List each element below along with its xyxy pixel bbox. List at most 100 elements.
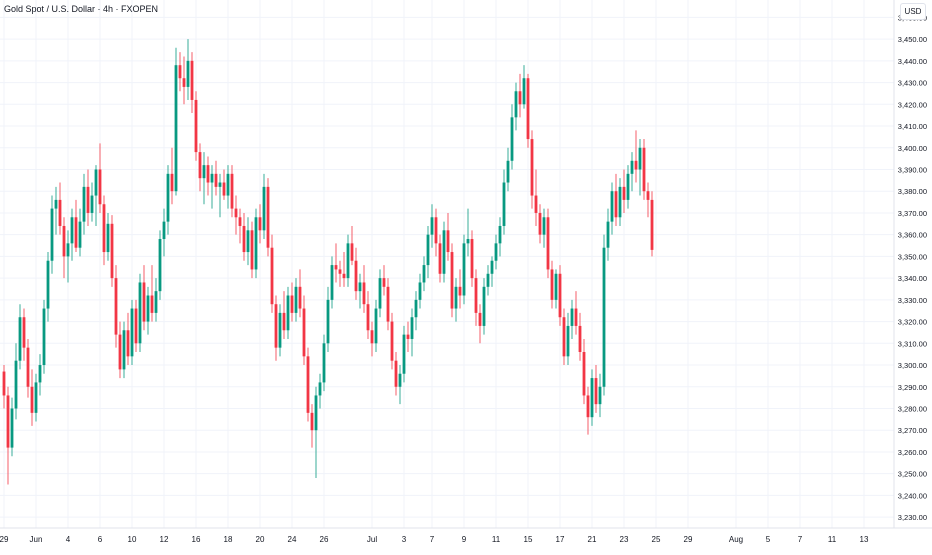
candle	[322, 334, 326, 392]
candle	[490, 256, 494, 287]
candle-body	[186, 60, 190, 87]
candle-body	[234, 208, 238, 218]
candle	[298, 269, 302, 318]
candle	[338, 260, 342, 287]
candle	[66, 230, 70, 283]
candle	[266, 178, 270, 257]
candle	[454, 278, 458, 322]
candle-body	[570, 308, 574, 326]
time-tick-label: 7	[798, 535, 803, 544]
candle-body	[606, 221, 610, 248]
candle	[458, 269, 462, 309]
price-tick-label: 3,410.00	[898, 122, 927, 131]
candle	[318, 373, 322, 409]
candle	[630, 152, 634, 192]
candle-body	[222, 182, 226, 196]
candle	[314, 386, 318, 479]
candle-body	[210, 173, 214, 183]
candle	[50, 195, 54, 274]
candle	[626, 165, 630, 209]
candle	[330, 256, 334, 309]
candle	[582, 338, 586, 405]
candle	[162, 208, 166, 257]
candle	[346, 234, 350, 287]
candle	[350, 225, 354, 266]
price-tick-label: 3,440.00	[898, 57, 927, 66]
candle-body	[486, 273, 490, 287]
candle	[294, 278, 298, 322]
time-tick-label: 4	[66, 535, 71, 544]
candle-body	[554, 273, 558, 300]
candle-body	[550, 269, 554, 300]
time-tick-label: 26	[320, 535, 329, 544]
price-tick-label: 3,350.00	[898, 252, 927, 261]
time-tick-label: 25	[652, 535, 661, 544]
candle	[610, 182, 614, 235]
candle	[590, 369, 594, 426]
candle-body	[578, 325, 582, 352]
candle-body	[54, 199, 58, 209]
candle	[602, 234, 606, 396]
candle	[598, 373, 602, 418]
candle-body	[150, 295, 154, 313]
candle-body	[610, 191, 614, 222]
candle-body	[414, 299, 418, 318]
candle-body	[370, 330, 374, 344]
candle-body	[214, 173, 218, 187]
time-tick-label: 11	[492, 535, 501, 544]
candle	[642, 139, 646, 200]
candle	[606, 208, 610, 261]
candle-body	[310, 412, 314, 431]
candle-body	[138, 282, 142, 344]
candle-body	[26, 347, 30, 387]
time-tick-label: 24	[288, 535, 297, 544]
candle	[150, 265, 154, 322]
candle	[402, 325, 406, 383]
candle-body	[142, 282, 146, 322]
candle	[10, 397, 14, 457]
candle	[562, 308, 566, 366]
candle-body	[182, 78, 186, 87]
candle-body	[298, 286, 302, 309]
candle-body	[430, 217, 434, 235]
candle	[238, 208, 242, 244]
candle	[114, 265, 118, 348]
candle	[414, 291, 418, 331]
candle-body	[178, 65, 182, 79]
candle-body	[154, 291, 158, 313]
candle-body	[378, 278, 382, 309]
candle	[22, 308, 26, 361]
candle-body	[454, 286, 458, 309]
candle-body	[18, 317, 22, 361]
candle	[466, 208, 470, 257]
candle	[410, 308, 414, 357]
candle	[34, 373, 38, 422]
candle-body	[282, 312, 286, 331]
price-tick-label: 3,280.00	[898, 404, 927, 413]
candle-body	[10, 408, 14, 448]
candle	[210, 165, 214, 209]
candle-body	[434, 217, 438, 244]
candle-body	[334, 265, 338, 270]
candle	[434, 208, 438, 257]
price-tick-label: 3,270.00	[898, 426, 927, 435]
price-tick-label: 3,240.00	[898, 491, 927, 500]
candle-body	[634, 160, 638, 170]
time-tick-label: 15	[524, 535, 533, 544]
currency-button[interactable]: USD	[900, 3, 926, 20]
candle	[174, 47, 178, 196]
candle-body	[106, 223, 110, 253]
candle-body	[226, 173, 230, 196]
candle	[14, 343, 18, 420]
candle-body	[474, 278, 478, 313]
candle-body	[134, 308, 138, 344]
candle	[558, 265, 562, 326]
candle-body	[622, 186, 626, 200]
candle	[246, 217, 250, 266]
candle-body	[590, 378, 594, 418]
candle-body	[374, 308, 378, 344]
candle-body	[558, 273, 562, 318]
candle-layer	[2, 39, 654, 485]
